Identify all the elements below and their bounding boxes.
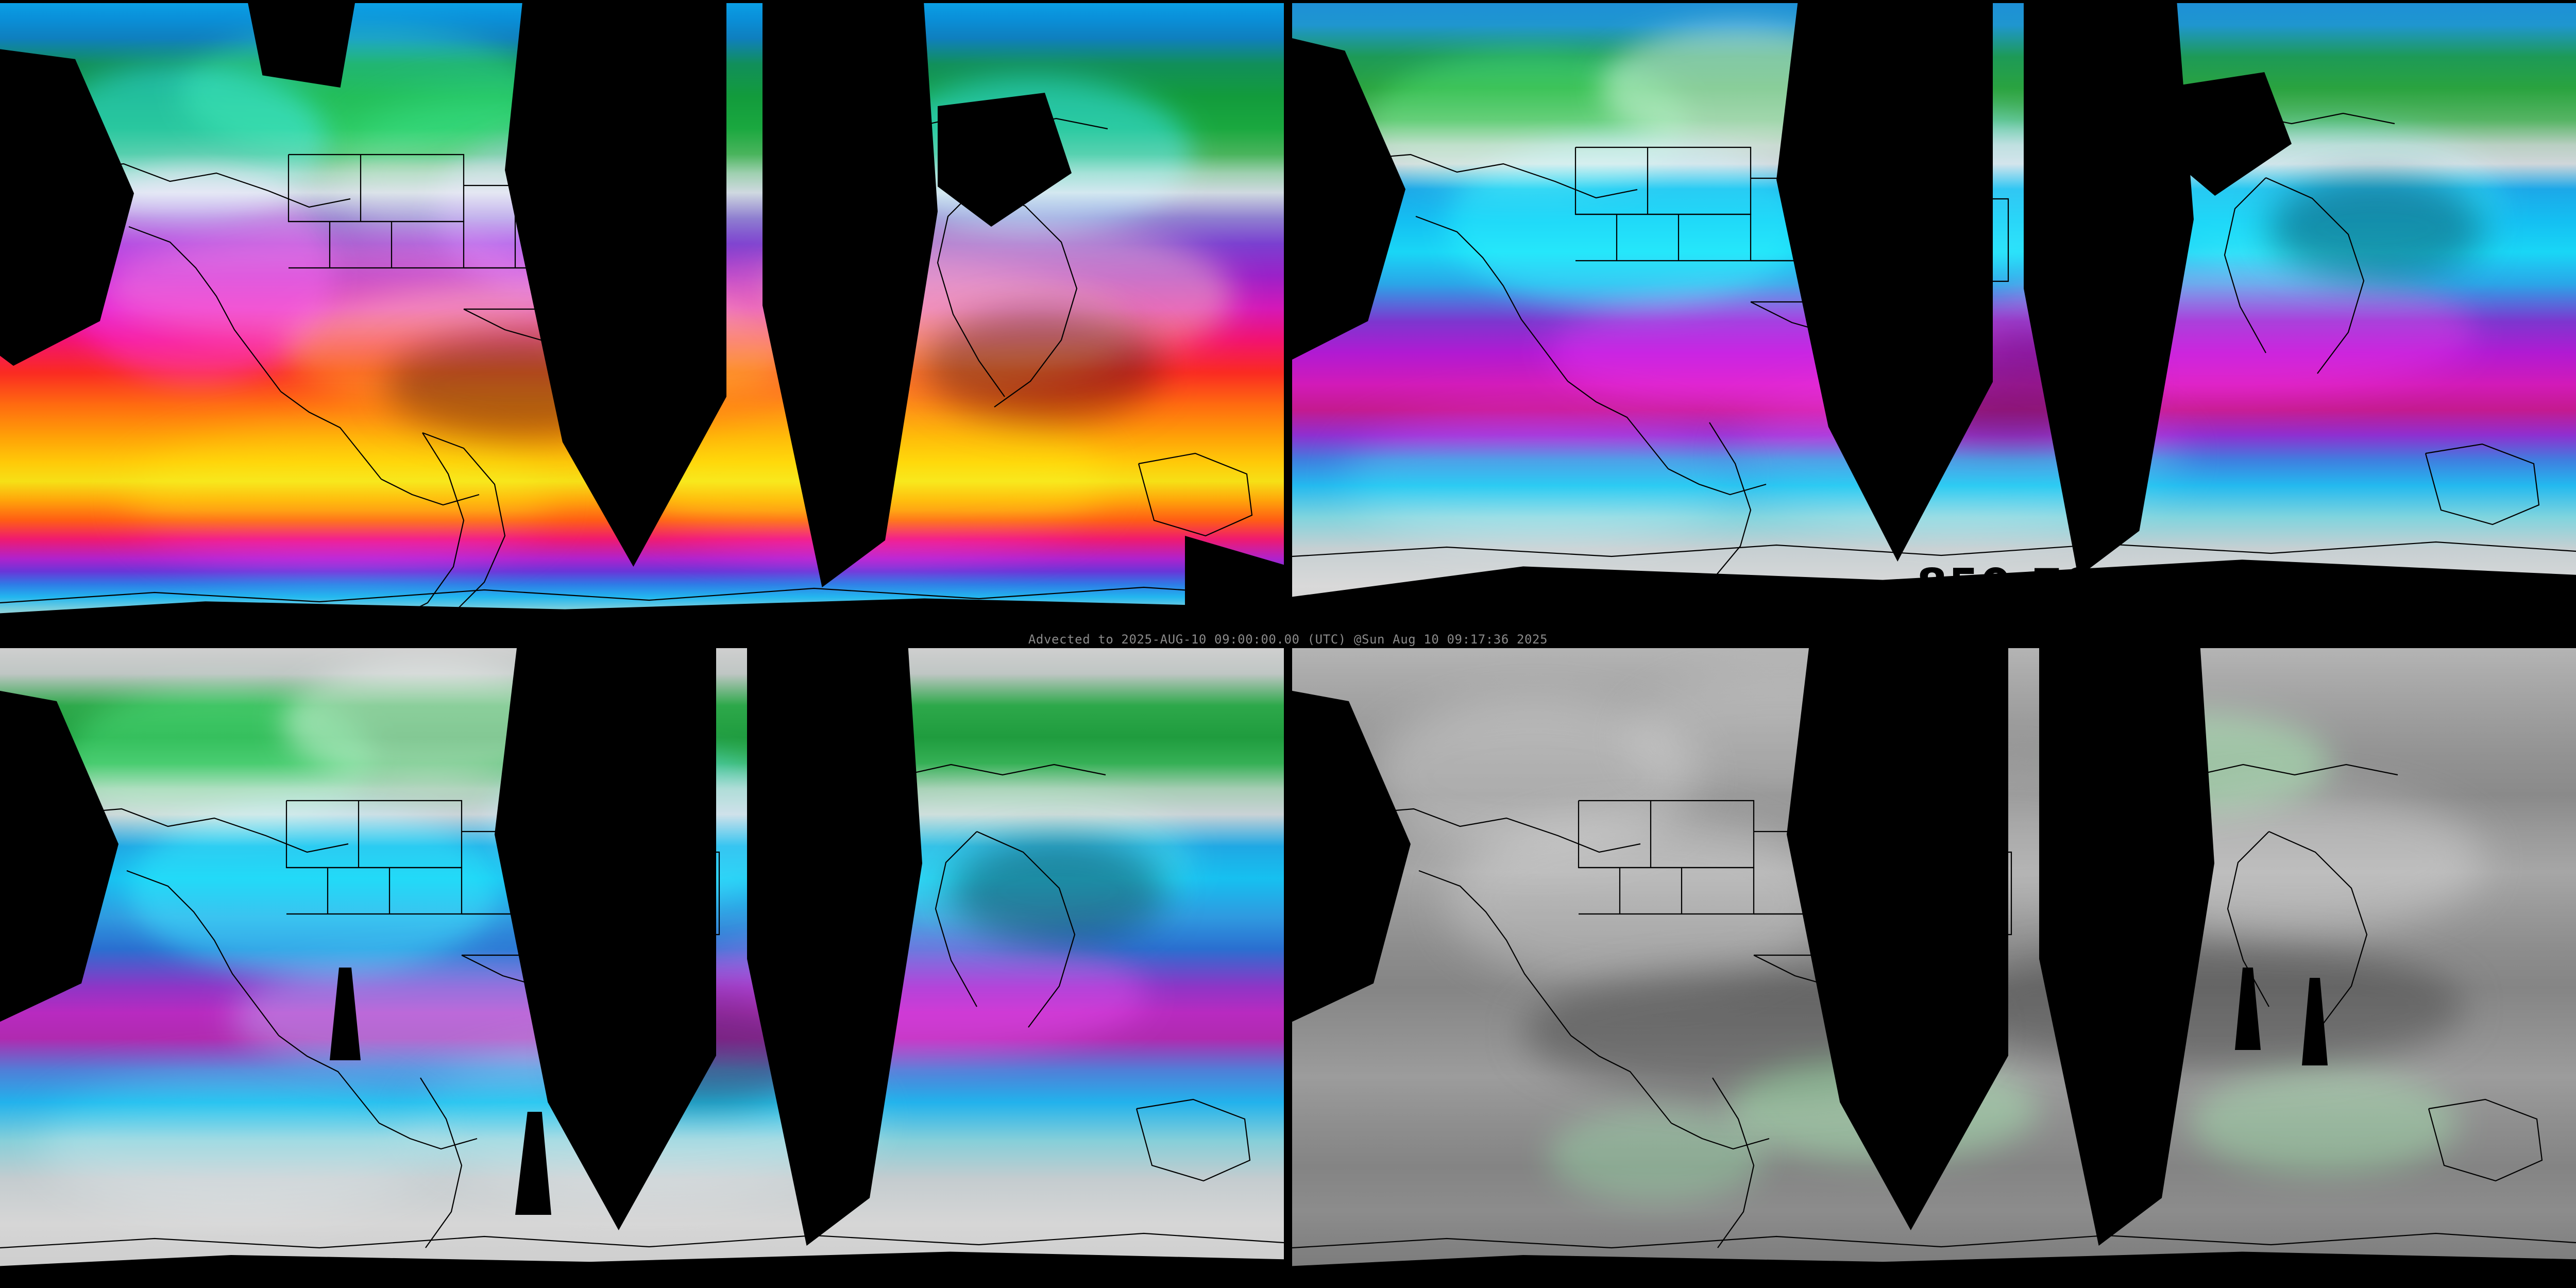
map-image-bottom-right [1292, 648, 2576, 1288]
panel-top-right[interactable]: 850-700 [1292, 0, 2576, 631]
bottom-border [0, 1278, 2576, 1288]
map-image-top-right [1292, 0, 2576, 631]
orbit-swath-gap [247, 0, 355, 88]
panel-top-left[interactable] [0, 0, 1284, 642]
map-image-top-left [0, 0, 1284, 642]
panel-layer-label-top-right: 850-700 [1917, 560, 2127, 611]
timestamp-strip: Advected to 2025-AUG-10 09:00:00.00 (UTC… [0, 631, 2576, 648]
panel-bottom-right[interactable]: 500-300 [1292, 648, 2576, 1288]
panel-bottom-left[interactable]: 700-500 [0, 648, 1284, 1288]
map-image-bottom-left [0, 648, 1284, 1288]
advection-timestamp: Advected to 2025-AUG-10 09:00:00.00 (UTC… [1028, 632, 1548, 647]
